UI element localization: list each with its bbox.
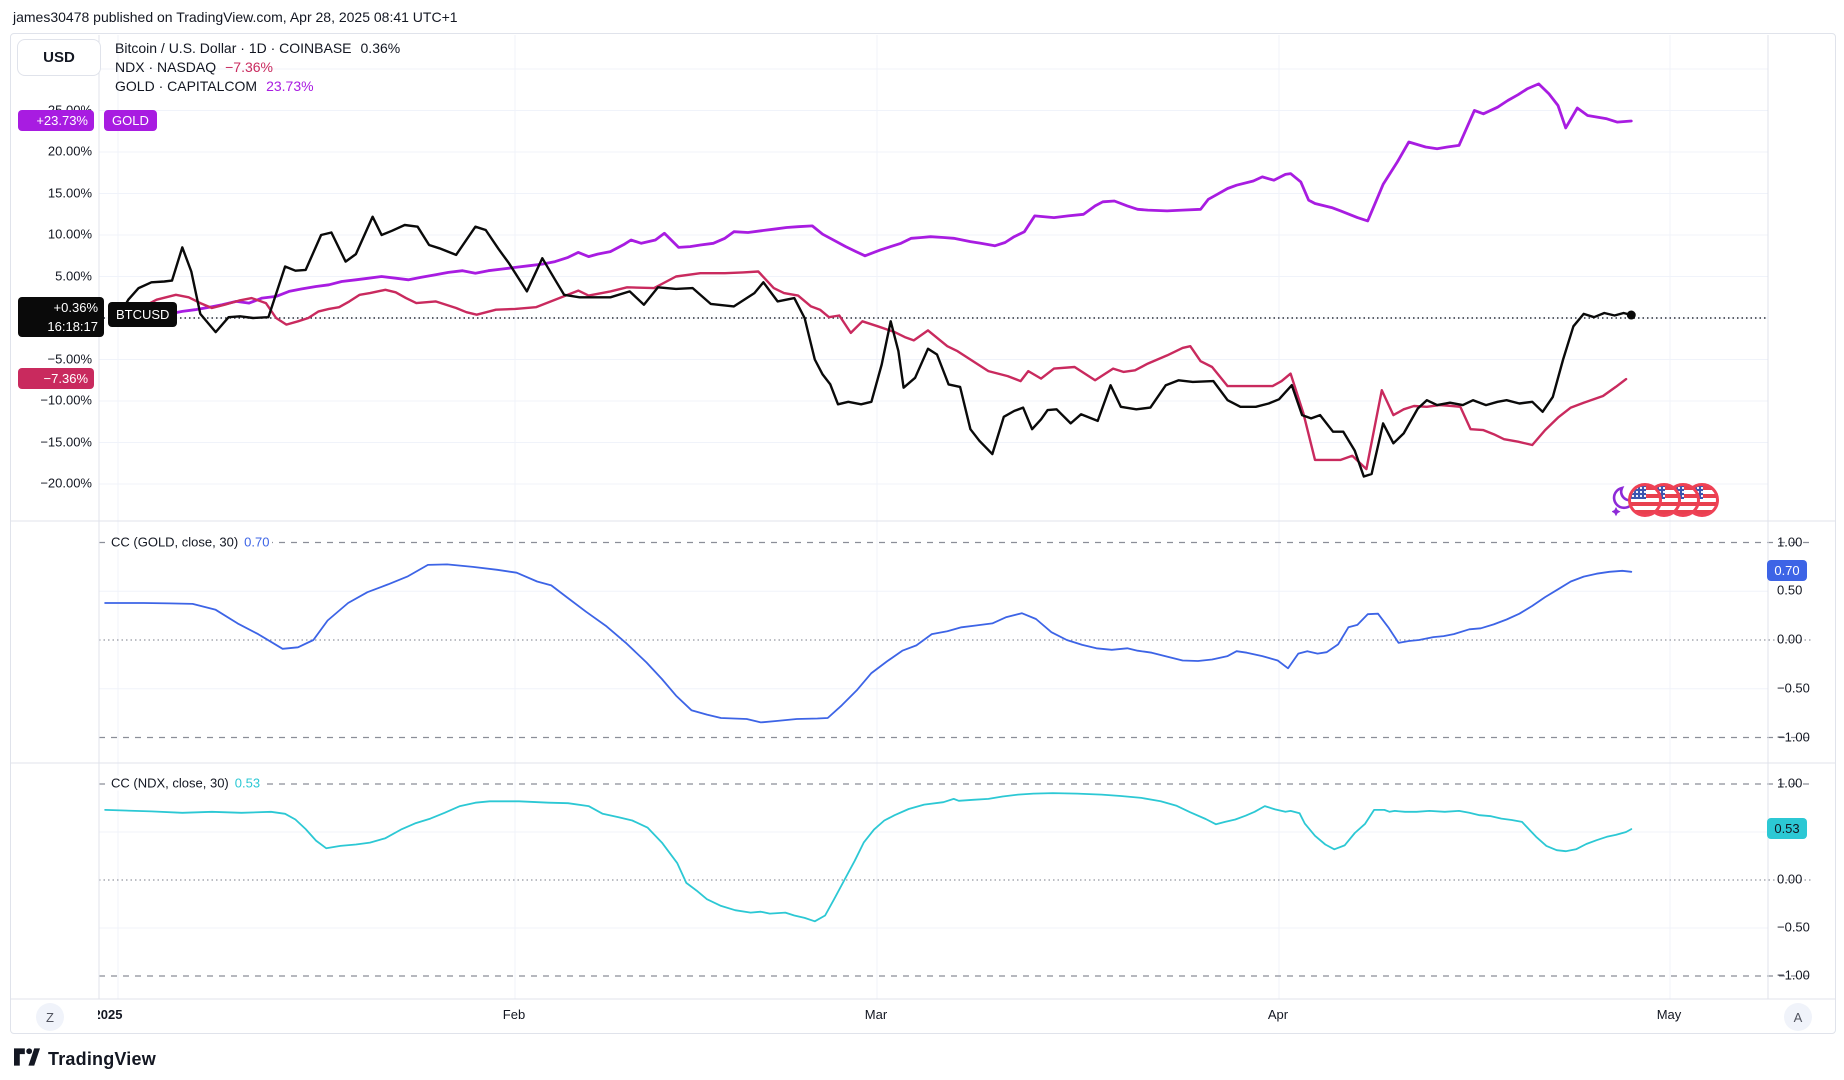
chart-canvas[interactable]	[11, 34, 1835, 1033]
auto-scale-button[interactable]: A	[1784, 1003, 1812, 1031]
time-axis-label: Mar	[864, 1007, 888, 1022]
us-flag-icon	[1628, 483, 1662, 517]
crescent-moon-icon	[1611, 483, 1638, 517]
legend-value-ndx: −7.36%	[225, 59, 273, 75]
time-axis-label: May	[1656, 1007, 1682, 1022]
time-axis-label: Apr	[1267, 1007, 1289, 1022]
chart-frame	[10, 33, 1836, 1034]
zoom-out-button[interactable]: Z	[36, 1003, 64, 1031]
time-axis-label: Feb	[502, 1007, 526, 1022]
tradingview-footer[interactable]: TradingView	[14, 1046, 156, 1073]
currency-toggle-button[interactable]: USD	[17, 39, 101, 76]
legend-value-gold: 23.73%	[266, 78, 314, 94]
tradingview-wordmark: TradingView	[48, 1049, 156, 1069]
legend-label-gold: GOLD · CAPITALCOM	[115, 78, 258, 94]
legend-row-gold[interactable]: GOLD · CAPITALCOM 23.73%	[115, 77, 400, 96]
legend-row-btcusd[interactable]: Bitcoin / U.S. Dollar · 1D · COINBASE 0.3…	[115, 39, 400, 58]
time-axis[interactable]: 2025 Feb Mar Apr May	[98, 999, 1844, 1031]
symbol-legend: Bitcoin / U.S. Dollar · 1D · COINBASE 0.3…	[115, 39, 400, 96]
reaction-icon-cluster[interactable]	[1611, 481, 1719, 519]
publish-attribution: james30478 published on TradingView.com,…	[13, 9, 458, 25]
time-axis-label: 2025	[98, 1007, 123, 1022]
legend-label-ndx: NDX · NASDAQ	[115, 59, 217, 75]
legend-value-btcusd: 0.36%	[360, 40, 401, 56]
tradingview-logo-icon	[14, 1046, 40, 1073]
legend-row-ndx[interactable]: NDX · NASDAQ −7.36%	[115, 58, 400, 77]
legend-label-btcusd: Bitcoin / U.S. Dollar · 1D · COINBASE	[115, 40, 352, 56]
